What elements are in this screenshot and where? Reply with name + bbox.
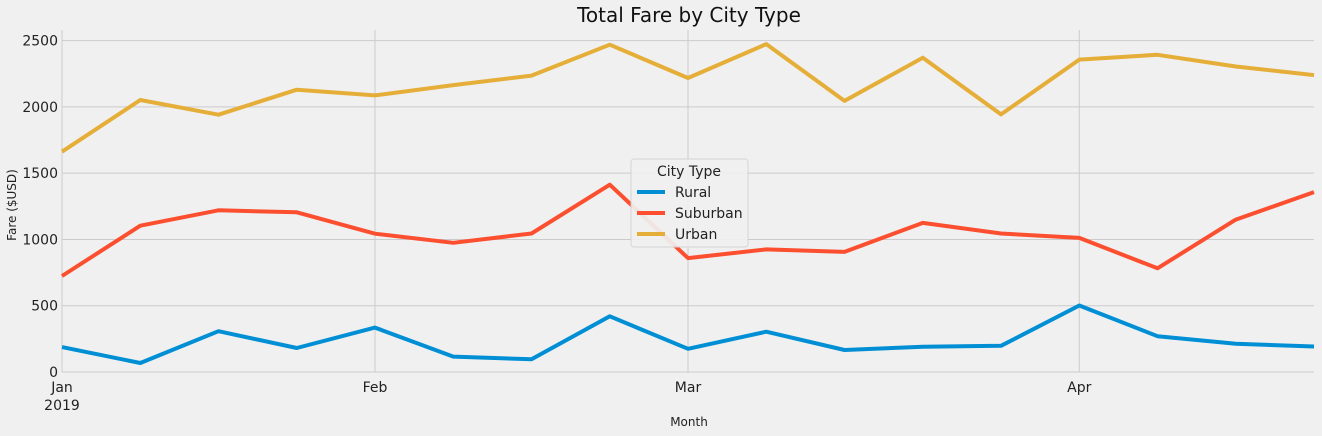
chart-title: Total Fare by City Type [576,3,801,27]
y-tick-label: 1000 [22,232,58,248]
y-tick-label: 2500 [22,34,58,50]
x-axis-ticks: Jan Feb Mar Apr [50,380,1091,396]
legend-label-suburban: Suburban [675,206,743,222]
y-tick-label: 2000 [22,100,58,116]
legend-items: Rural Suburban Urban [637,185,743,243]
x-tick-label: Feb [363,380,388,396]
x-tick-label: Mar [675,380,702,396]
x-axis-year-label: 2019 [44,398,80,414]
y-axis-title: Fare ($USD) [5,169,19,241]
y-tick-label: 500 [31,299,58,315]
series-line-urban [60,42,1315,154]
series-line-rural [61,303,1315,365]
x-tick-label: Jan [50,380,73,396]
legend-title: City Type [657,164,721,180]
legend: City Type Rural Suburban Urban [630,158,749,248]
series-lines [60,42,1315,365]
x-tick-label: Apr [1067,380,1091,396]
legend-box [630,158,749,248]
series-line-suburban [60,182,1315,278]
legend-label-urban: Urban [675,227,717,243]
y-tick-label: 0 [49,365,58,381]
y-tick-label: 1500 [22,166,58,182]
legend-label-rural: Rural [675,185,711,201]
y-axis-ticks: 0 500 1000 1500 2000 2500 [22,34,58,381]
x-axis-title: Month [670,415,708,429]
